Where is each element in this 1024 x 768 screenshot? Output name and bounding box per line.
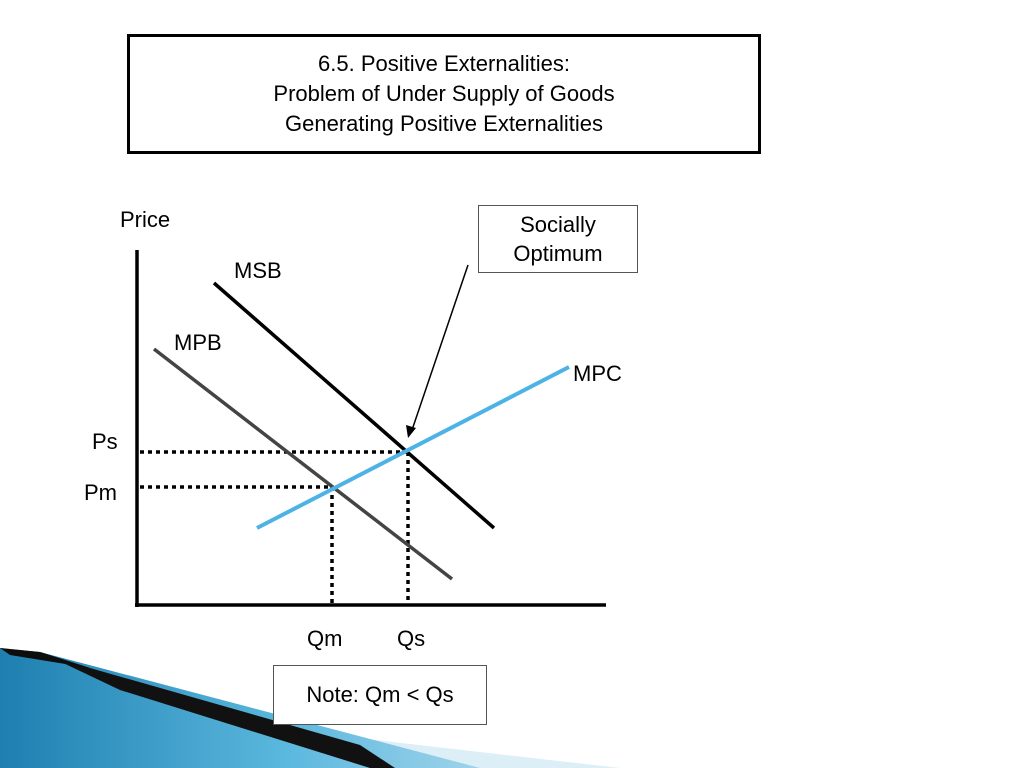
- socially-optimum-callout: Socially Optimum: [478, 205, 638, 273]
- note-text: Note: Qm < Qs: [306, 682, 454, 707]
- msb-curve: [212, 281, 496, 530]
- mpc-curve: [256, 365, 570, 530]
- mpb-curve: [152, 347, 454, 581]
- swoosh-dark-band: [40, 652, 395, 768]
- callout-line-1: Socially: [520, 212, 596, 237]
- title-box: 6.5. Positive Externalities: Problem of …: [127, 34, 761, 154]
- title-line-1: 6.5. Positive Externalities:: [318, 51, 570, 76]
- swoosh-dark-tip: [0, 648, 90, 668]
- callout-arrow-head: [406, 425, 416, 438]
- callout-arrow-line: [411, 264, 469, 431]
- qm-label: Qm: [307, 626, 343, 651]
- ps-label: Ps: [92, 429, 118, 454]
- pm-label: Pm: [84, 480, 117, 505]
- title-line-3: Generating Positive Externalities: [285, 111, 603, 136]
- note-box: Note: Qm < Qs: [273, 665, 487, 725]
- y-axis-label: Price: [120, 207, 171, 232]
- title-line-2: Problem of Under Supply of Goods: [273, 81, 615, 106]
- callout-line-2: Optimum: [513, 241, 603, 266]
- msb-label: MSB: [234, 258, 282, 283]
- mpb-label: MPB: [174, 330, 222, 355]
- mpc-label: MPC: [573, 361, 622, 386]
- qs-label: Qs: [397, 626, 426, 651]
